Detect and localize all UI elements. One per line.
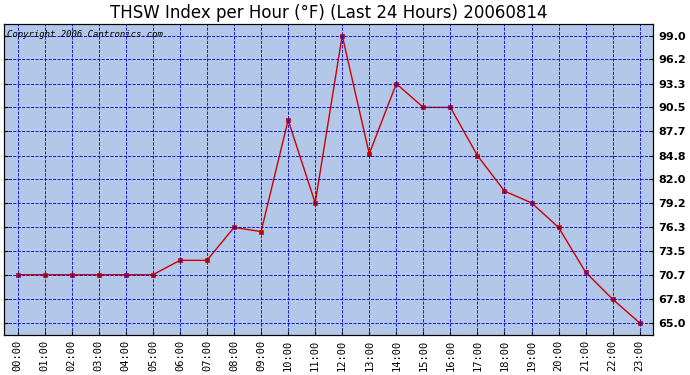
Text: Copyright 2006 Cantronics.com: Copyright 2006 Cantronics.com [8,30,164,39]
Title: THSW Index per Hour (°F) (Last 24 Hours) 20060814: THSW Index per Hour (°F) (Last 24 Hours)… [110,4,547,22]
